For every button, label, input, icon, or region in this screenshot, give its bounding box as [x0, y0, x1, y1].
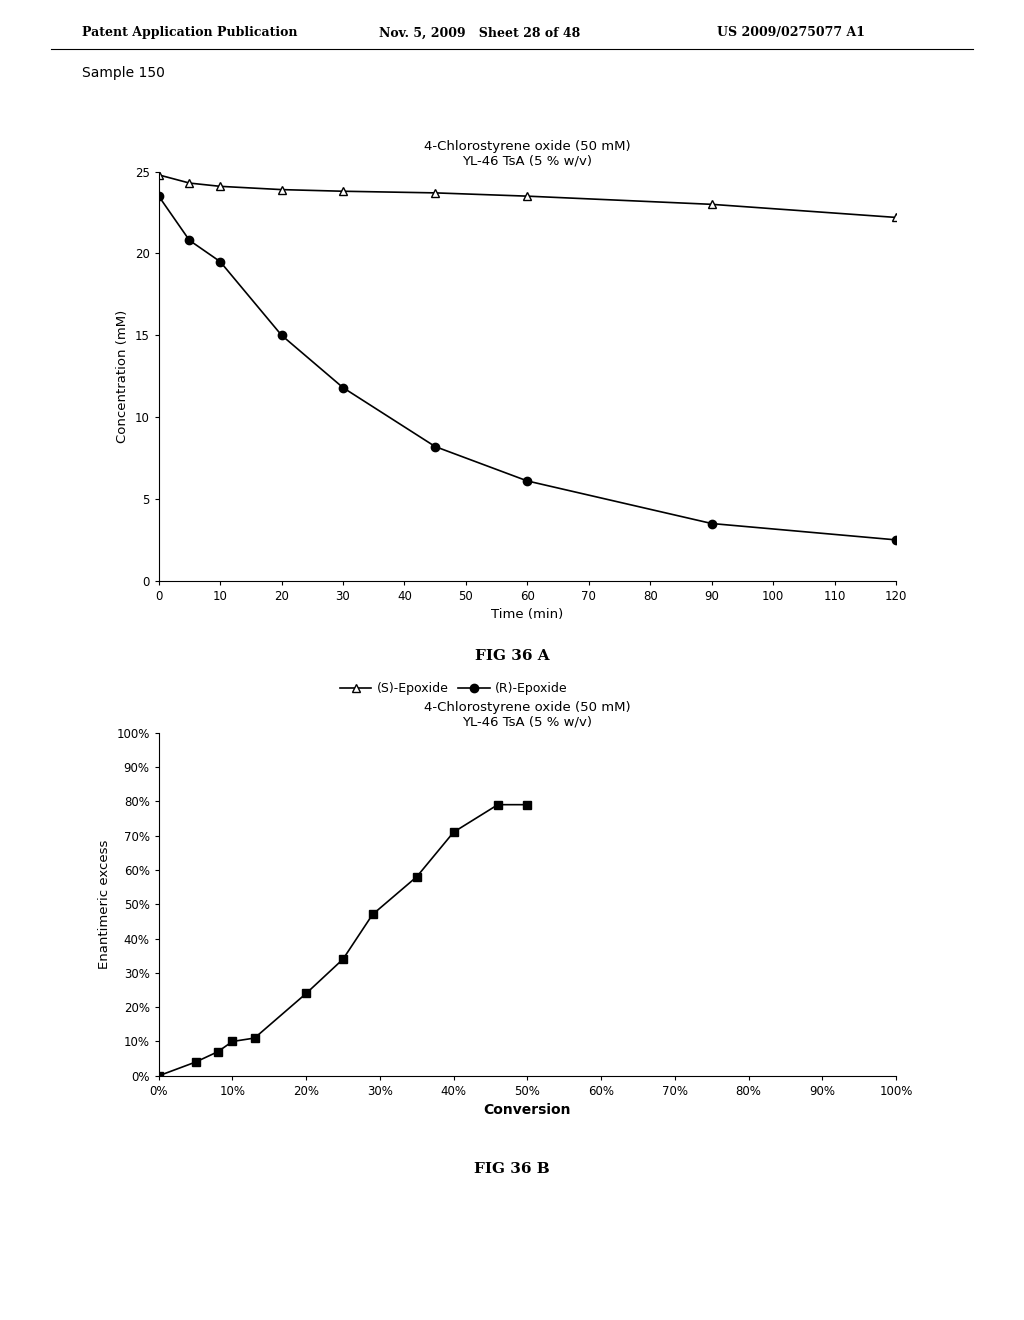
Text: Nov. 5, 2009   Sheet 28 of 48: Nov. 5, 2009 Sheet 28 of 48 — [379, 26, 581, 40]
Y-axis label: Enantimeric excess: Enantimeric excess — [97, 840, 111, 969]
Text: Patent Application Publication: Patent Application Publication — [82, 26, 297, 40]
Title: 4-Chlorostyrene oxide (50 mM)
YL-46 TsA (5 % w/v): 4-Chlorostyrene oxide (50 mM) YL-46 TsA … — [424, 140, 631, 168]
Text: US 2009/0275077 A1: US 2009/0275077 A1 — [717, 26, 865, 40]
X-axis label: Time (min): Time (min) — [492, 609, 563, 622]
Text: FIG 36 B: FIG 36 B — [474, 1162, 550, 1176]
Legend: (S)-Epoxide, (R)-Epoxide: (S)-Epoxide, (R)-Epoxide — [335, 677, 572, 700]
Y-axis label: Concentration (mM): Concentration (mM) — [117, 310, 129, 442]
Text: Sample 150: Sample 150 — [82, 66, 165, 81]
X-axis label: Conversion: Conversion — [483, 1104, 571, 1118]
Title: 4-Chlorostyrene oxide (50 mM)
YL-46 TsA (5 % w/v): 4-Chlorostyrene oxide (50 mM) YL-46 TsA … — [424, 701, 631, 729]
Text: FIG 36 A: FIG 36 A — [475, 649, 549, 664]
